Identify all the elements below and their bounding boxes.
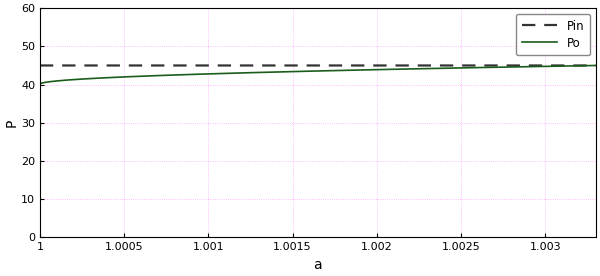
- Po: [37, 83, 44, 86]
- Pin: [37, 64, 44, 67]
- Po: [576, 64, 583, 67]
- X-axis label: a: a: [314, 258, 322, 272]
- Pin: [65, 64, 72, 67]
- Po: [292, 70, 299, 73]
- Po: [592, 64, 599, 67]
- Legend: Pin, Po: Pin, Po: [515, 14, 590, 55]
- Pin: [307, 64, 314, 67]
- Pin: [576, 64, 583, 67]
- Pin: [292, 64, 299, 67]
- Po: [474, 66, 481, 69]
- Pin: [474, 64, 481, 67]
- Po: [307, 70, 314, 73]
- Line: Po: Po: [40, 65, 596, 84]
- Po: [576, 64, 583, 67]
- Pin: [576, 64, 583, 67]
- Pin: [592, 64, 599, 67]
- Y-axis label: P: P: [4, 119, 18, 127]
- Po: [65, 78, 72, 82]
